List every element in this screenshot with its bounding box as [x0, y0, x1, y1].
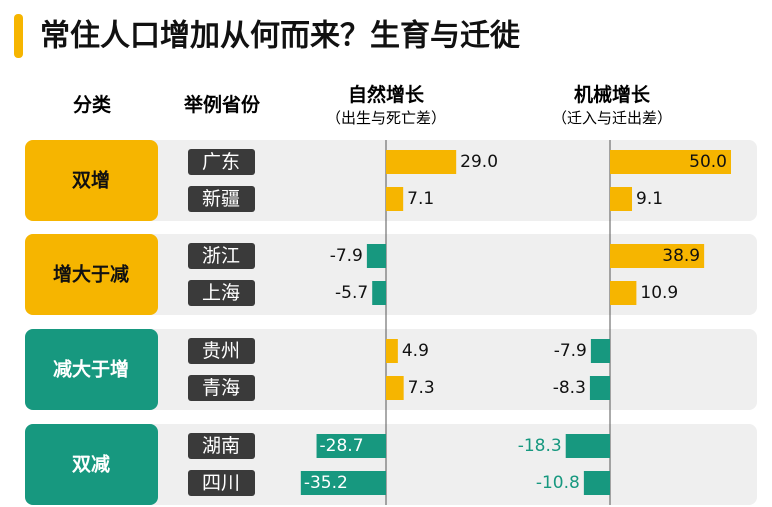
bar [316, 434, 386, 458]
province-label: 浙江 [202, 245, 240, 267]
group-label-box [25, 234, 158, 315]
province-label: 湖南 [202, 435, 240, 457]
bar [590, 339, 610, 363]
value-label: -10.8 [536, 473, 580, 493]
province-box [188, 338, 255, 364]
group-label: 双增 [72, 169, 110, 192]
bar [300, 471, 386, 495]
header: 举例省份 [183, 93, 261, 116]
province-box [188, 433, 255, 459]
header: 自然增长 [348, 83, 425, 106]
value-label: 29.0 [460, 152, 498, 172]
value-label: -8.3 [553, 378, 586, 398]
header-note: （迁入与迁出差） [552, 109, 672, 127]
province-box [188, 280, 255, 306]
value-label: -18.3 [518, 436, 562, 456]
bar [610, 150, 731, 174]
province-box [188, 149, 255, 175]
group-label-box [25, 329, 158, 410]
title-accent [14, 14, 23, 58]
bar [386, 339, 398, 363]
province-label: 贵州 [202, 340, 240, 362]
bar [610, 244, 705, 268]
bar [372, 281, 386, 305]
value-label: -35.2 [304, 473, 348, 493]
bar [583, 471, 610, 495]
group-label: 双减 [72, 453, 110, 476]
province-label: 新疆 [202, 188, 240, 210]
province-label: 上海 [202, 282, 240, 304]
bar [610, 187, 633, 211]
value-label: -7.9 [554, 341, 587, 361]
province-box [188, 375, 255, 401]
bar [386, 376, 404, 400]
bar [565, 434, 610, 458]
bar [610, 281, 637, 305]
value-label: 7.3 [408, 378, 435, 398]
value-label: -28.7 [320, 436, 364, 456]
value-label: 7.1 [407, 189, 434, 209]
header: 分类 [73, 93, 111, 116]
header-note: （出生与死亡差） [326, 109, 446, 127]
province-label: 四川 [202, 472, 240, 494]
group-label-box [25, 140, 158, 221]
province-label: 广东 [202, 151, 240, 173]
value-label: -7.9 [330, 246, 363, 266]
bar [386, 187, 404, 211]
value-label: 38.9 [662, 246, 700, 266]
bar [366, 244, 386, 268]
province-box [188, 470, 255, 496]
bar [386, 150, 457, 174]
bar [589, 376, 610, 400]
value-label: 9.1 [636, 189, 663, 209]
group-label: 增大于减 [53, 263, 129, 286]
province-box [188, 243, 255, 269]
province-box [188, 186, 255, 212]
header: 机械增长 [574, 83, 651, 106]
province-label: 青海 [202, 377, 240, 399]
value-label: -5.7 [335, 283, 368, 303]
value-label: 10.9 [640, 283, 678, 303]
group-label-box [25, 424, 158, 505]
value-label: 50.0 [689, 152, 727, 172]
value-label: 4.9 [402, 341, 429, 361]
chart-title: 常住人口增加从何而来？生育与迁徙 [40, 19, 520, 54]
group-label: 减大于增 [53, 358, 129, 381]
